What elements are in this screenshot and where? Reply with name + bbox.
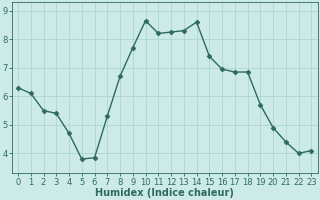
X-axis label: Humidex (Indice chaleur): Humidex (Indice chaleur) (95, 188, 234, 198)
